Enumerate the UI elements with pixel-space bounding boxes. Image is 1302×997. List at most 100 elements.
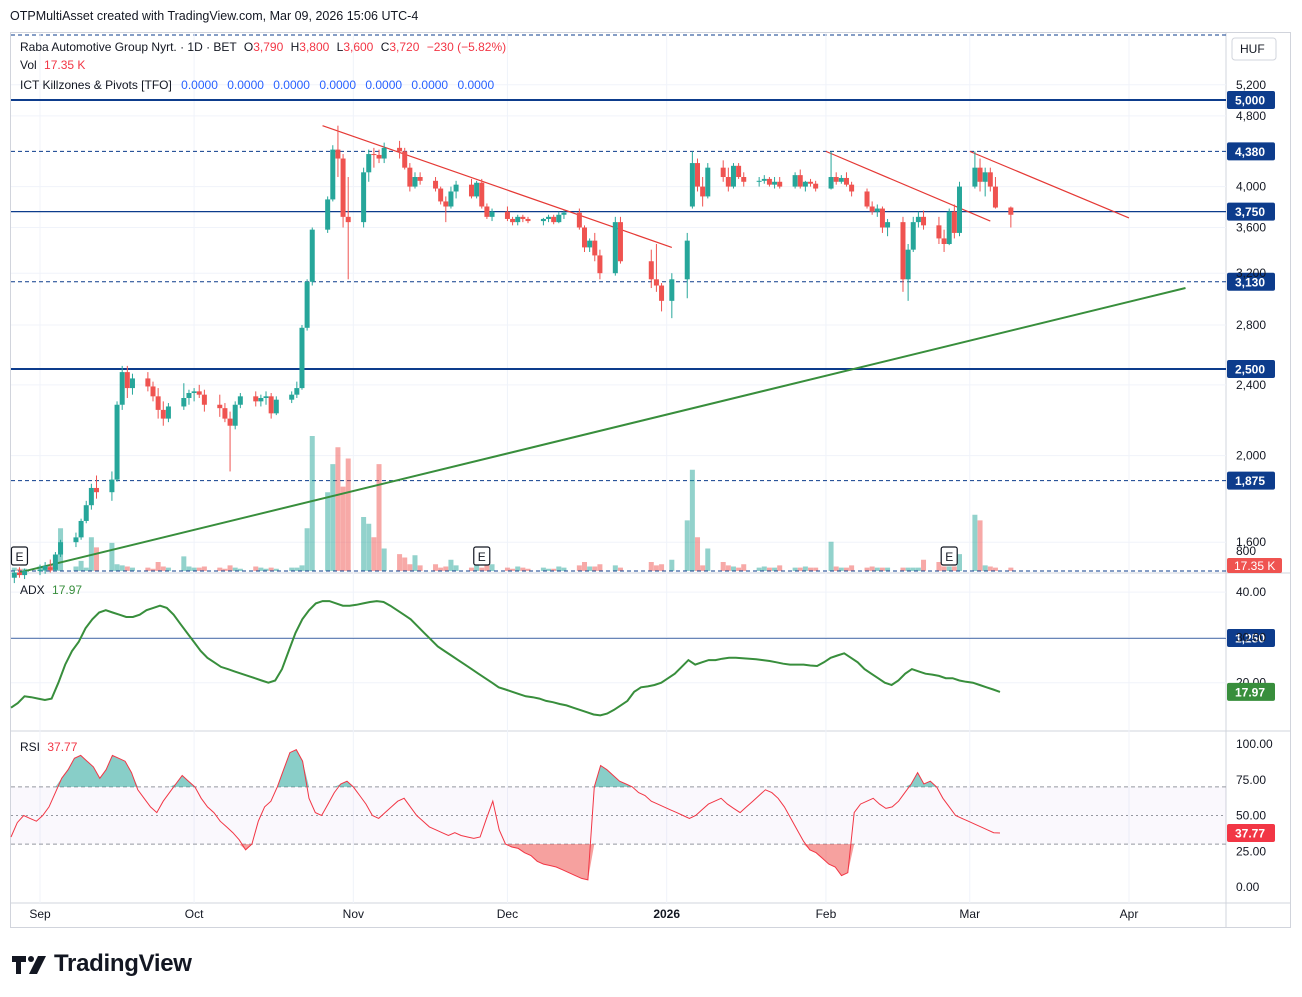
candle-body <box>946 211 952 245</box>
candle-body <box>956 186 962 233</box>
candle-body <box>42 565 48 570</box>
candle-body <box>592 240 598 256</box>
candle-body <box>659 285 665 301</box>
rsi-last-bg <box>1227 823 1275 842</box>
candle-body <box>725 177 731 187</box>
candle-body <box>813 183 819 189</box>
volume-bar <box>340 486 346 571</box>
price-tick-label: 2,400 <box>1236 378 1266 392</box>
volume-bar <box>992 567 998 571</box>
candle-body <box>186 393 192 398</box>
volume-bar <box>946 566 952 571</box>
volume-bar <box>910 567 916 571</box>
volume-bar <box>669 559 675 571</box>
volume-bar <box>160 566 166 571</box>
volume-bar <box>648 562 654 571</box>
adx-pane <box>10 591 1226 717</box>
level-label: 5,000 <box>1235 94 1265 108</box>
candle-body <box>294 388 300 395</box>
earnings-marker <box>940 546 958 566</box>
ict-label[interactable]: ICT Killzones & Pivots [TFO] <box>20 78 172 92</box>
level-label-bg <box>1227 629 1275 647</box>
horizontal-levels[interactable] <box>11 99 1226 639</box>
candle-body <box>119 372 125 405</box>
candle-body <box>237 396 243 405</box>
volume-bar <box>165 567 171 571</box>
candle-body <box>340 158 346 217</box>
candle-body <box>78 520 84 538</box>
time-axis[interactable]: Sep Oct Nov Dec 2026 Feb Mar Apr <box>29 907 1138 921</box>
earnings-marker <box>10 546 29 566</box>
low-label: L <box>336 40 344 54</box>
volume-bar <box>73 566 79 571</box>
candle-body <box>504 211 510 219</box>
volume-bar <box>951 566 957 571</box>
time-tick-label: Apr <box>1120 907 1139 921</box>
volume-bar <box>972 514 978 571</box>
level-label-bg <box>1227 202 1275 221</box>
candle-body <box>777 181 783 187</box>
open-label: O <box>243 40 254 54</box>
change-value: −230 (−5.82%) <box>426 40 507 54</box>
volume-bar <box>304 528 310 571</box>
volume-bar <box>941 566 947 571</box>
volume-bar <box>294 567 300 571</box>
volume-bar <box>222 568 228 571</box>
candle-body <box>982 172 988 182</box>
tradingview-logo[interactable]: TradingView <box>12 950 192 978</box>
volume-last-label: 17.35 K <box>1234 559 1275 573</box>
volume-bar <box>592 566 598 571</box>
candle-body <box>438 188 444 202</box>
trendline-resistance-3 <box>969 150 1130 219</box>
candle-body <box>972 167 978 187</box>
volume-bar <box>659 564 665 571</box>
volume-bar <box>438 567 444 571</box>
adx-last-label: 17.97 <box>1235 685 1265 699</box>
time-tick-label: Oct <box>185 907 204 921</box>
candle-body <box>37 569 43 572</box>
price-tick-label: 800 <box>1236 544 1256 558</box>
candle-body <box>874 208 880 212</box>
volume-bar <box>309 436 315 571</box>
volume-bar <box>921 559 927 571</box>
candle-body <box>546 216 552 219</box>
candle-body <box>268 396 274 414</box>
candles[interactable] <box>11 125 1014 584</box>
candle-body <box>11 572 17 578</box>
adx-label[interactable]: ADX <box>20 583 45 597</box>
candle-body <box>669 279 675 301</box>
volume-bar <box>582 562 587 571</box>
volume-bar <box>977 520 983 571</box>
candle-body <box>145 378 151 387</box>
ict-legend: ICT Killzones & Pivots [TFO] 0.0000 0.00… <box>20 78 494 92</box>
candle-body <box>407 167 413 187</box>
volume-bar <box>736 567 742 571</box>
candle-body <box>304 281 310 328</box>
symbol-name[interactable]: Raba Automotive Group Nyrt. · 1D · BET <box>20 40 237 54</box>
candle-body <box>582 227 587 248</box>
rsi-label[interactable]: RSI <box>20 740 41 754</box>
candle-body <box>766 178 772 185</box>
candle-body <box>253 396 259 402</box>
vol-label[interactable]: Vol <box>20 58 37 72</box>
candle-body <box>217 404 223 409</box>
candle-body <box>417 177 423 181</box>
volume-bar <box>720 562 726 571</box>
high-value: 3,800 <box>299 40 330 54</box>
volume-bar <box>325 492 331 571</box>
candle-body <box>196 391 202 395</box>
candle-body <box>73 537 79 543</box>
trendline-resistance-2 <box>825 150 991 222</box>
volume-legend: Vol 17.35 K <box>20 58 85 72</box>
volume-bar <box>982 565 988 571</box>
level-label: 1,875 <box>1235 474 1265 488</box>
rsi-tick-label: 25.00 <box>1236 844 1266 858</box>
volume-bar <box>114 564 120 571</box>
candle-body <box>576 212 582 228</box>
volume-bar <box>484 562 490 571</box>
volume-bar <box>201 566 207 571</box>
price-axis[interactable]: 5,000 4,380 3,750 3,130 2,500 1,875 1,250 5,200… <box>1227 37 1282 894</box>
candle-body <box>16 572 22 576</box>
